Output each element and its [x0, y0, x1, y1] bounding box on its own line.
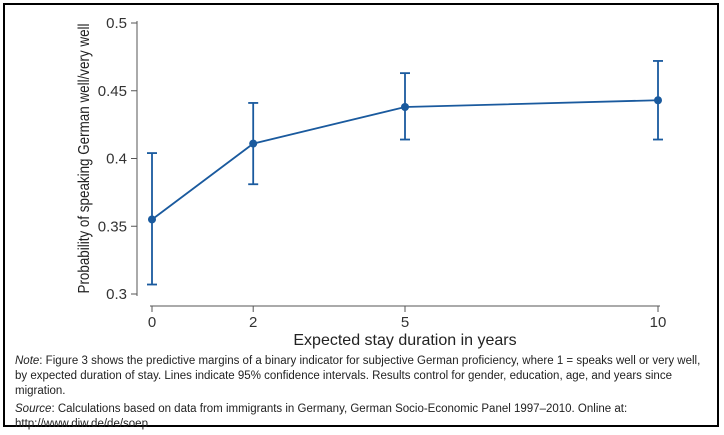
y-tick-label: 0.5	[106, 15, 127, 32]
source-paragraph: Source: Calculations based on data from …	[15, 402, 715, 432]
x-tick-label: 10	[650, 314, 667, 331]
figure-frame: 0.3 0.35 0.4 0.45 0.5 0 2 5 10 Expected stay du…	[3, 3, 719, 430]
note-text: : Figure 3 shows the predictive margins …	[15, 355, 701, 397]
figure-notes: Note: Figure 3 shows the predictive marg…	[15, 354, 715, 435]
note-paragraph: Note: Figure 3 shows the predictive marg…	[15, 354, 715, 399]
y-tick-label: 0.35	[98, 218, 127, 235]
series-layer	[147, 60, 663, 286]
y-tick-label: 0.4	[106, 151, 127, 168]
y-axis-title: Probability of speaking German well/very…	[76, 24, 93, 294]
x-tick-label: 0	[148, 314, 156, 331]
y-ticks: 0.3 0.35 0.4 0.45 0.5	[98, 15, 137, 303]
y-tick-label: 0.3	[106, 286, 127, 303]
data-point	[249, 139, 258, 148]
data-point	[148, 215, 156, 224]
data-point	[654, 96, 662, 105]
series-line	[151, 99, 659, 221]
x-tick-label: 5	[401, 314, 409, 331]
x-tick-label: 2	[249, 314, 257, 331]
source-text: : Calculations based on data from immigr…	[15, 403, 628, 430]
x-axis-title: Expected stay duration in years	[293, 332, 516, 349]
y-tick-label: 0.45	[98, 83, 127, 100]
x-ticks: 0 2 5 10	[148, 306, 667, 331]
note-lead: Note	[15, 355, 40, 367]
data-point	[401, 103, 409, 112]
source-lead: Source	[15, 403, 52, 415]
axes	[136, 21, 660, 307]
line-chart: 0.3 0.35 0.4 0.45 0.5 0 2 5 10 Expected stay du…	[76, 15, 667, 349]
